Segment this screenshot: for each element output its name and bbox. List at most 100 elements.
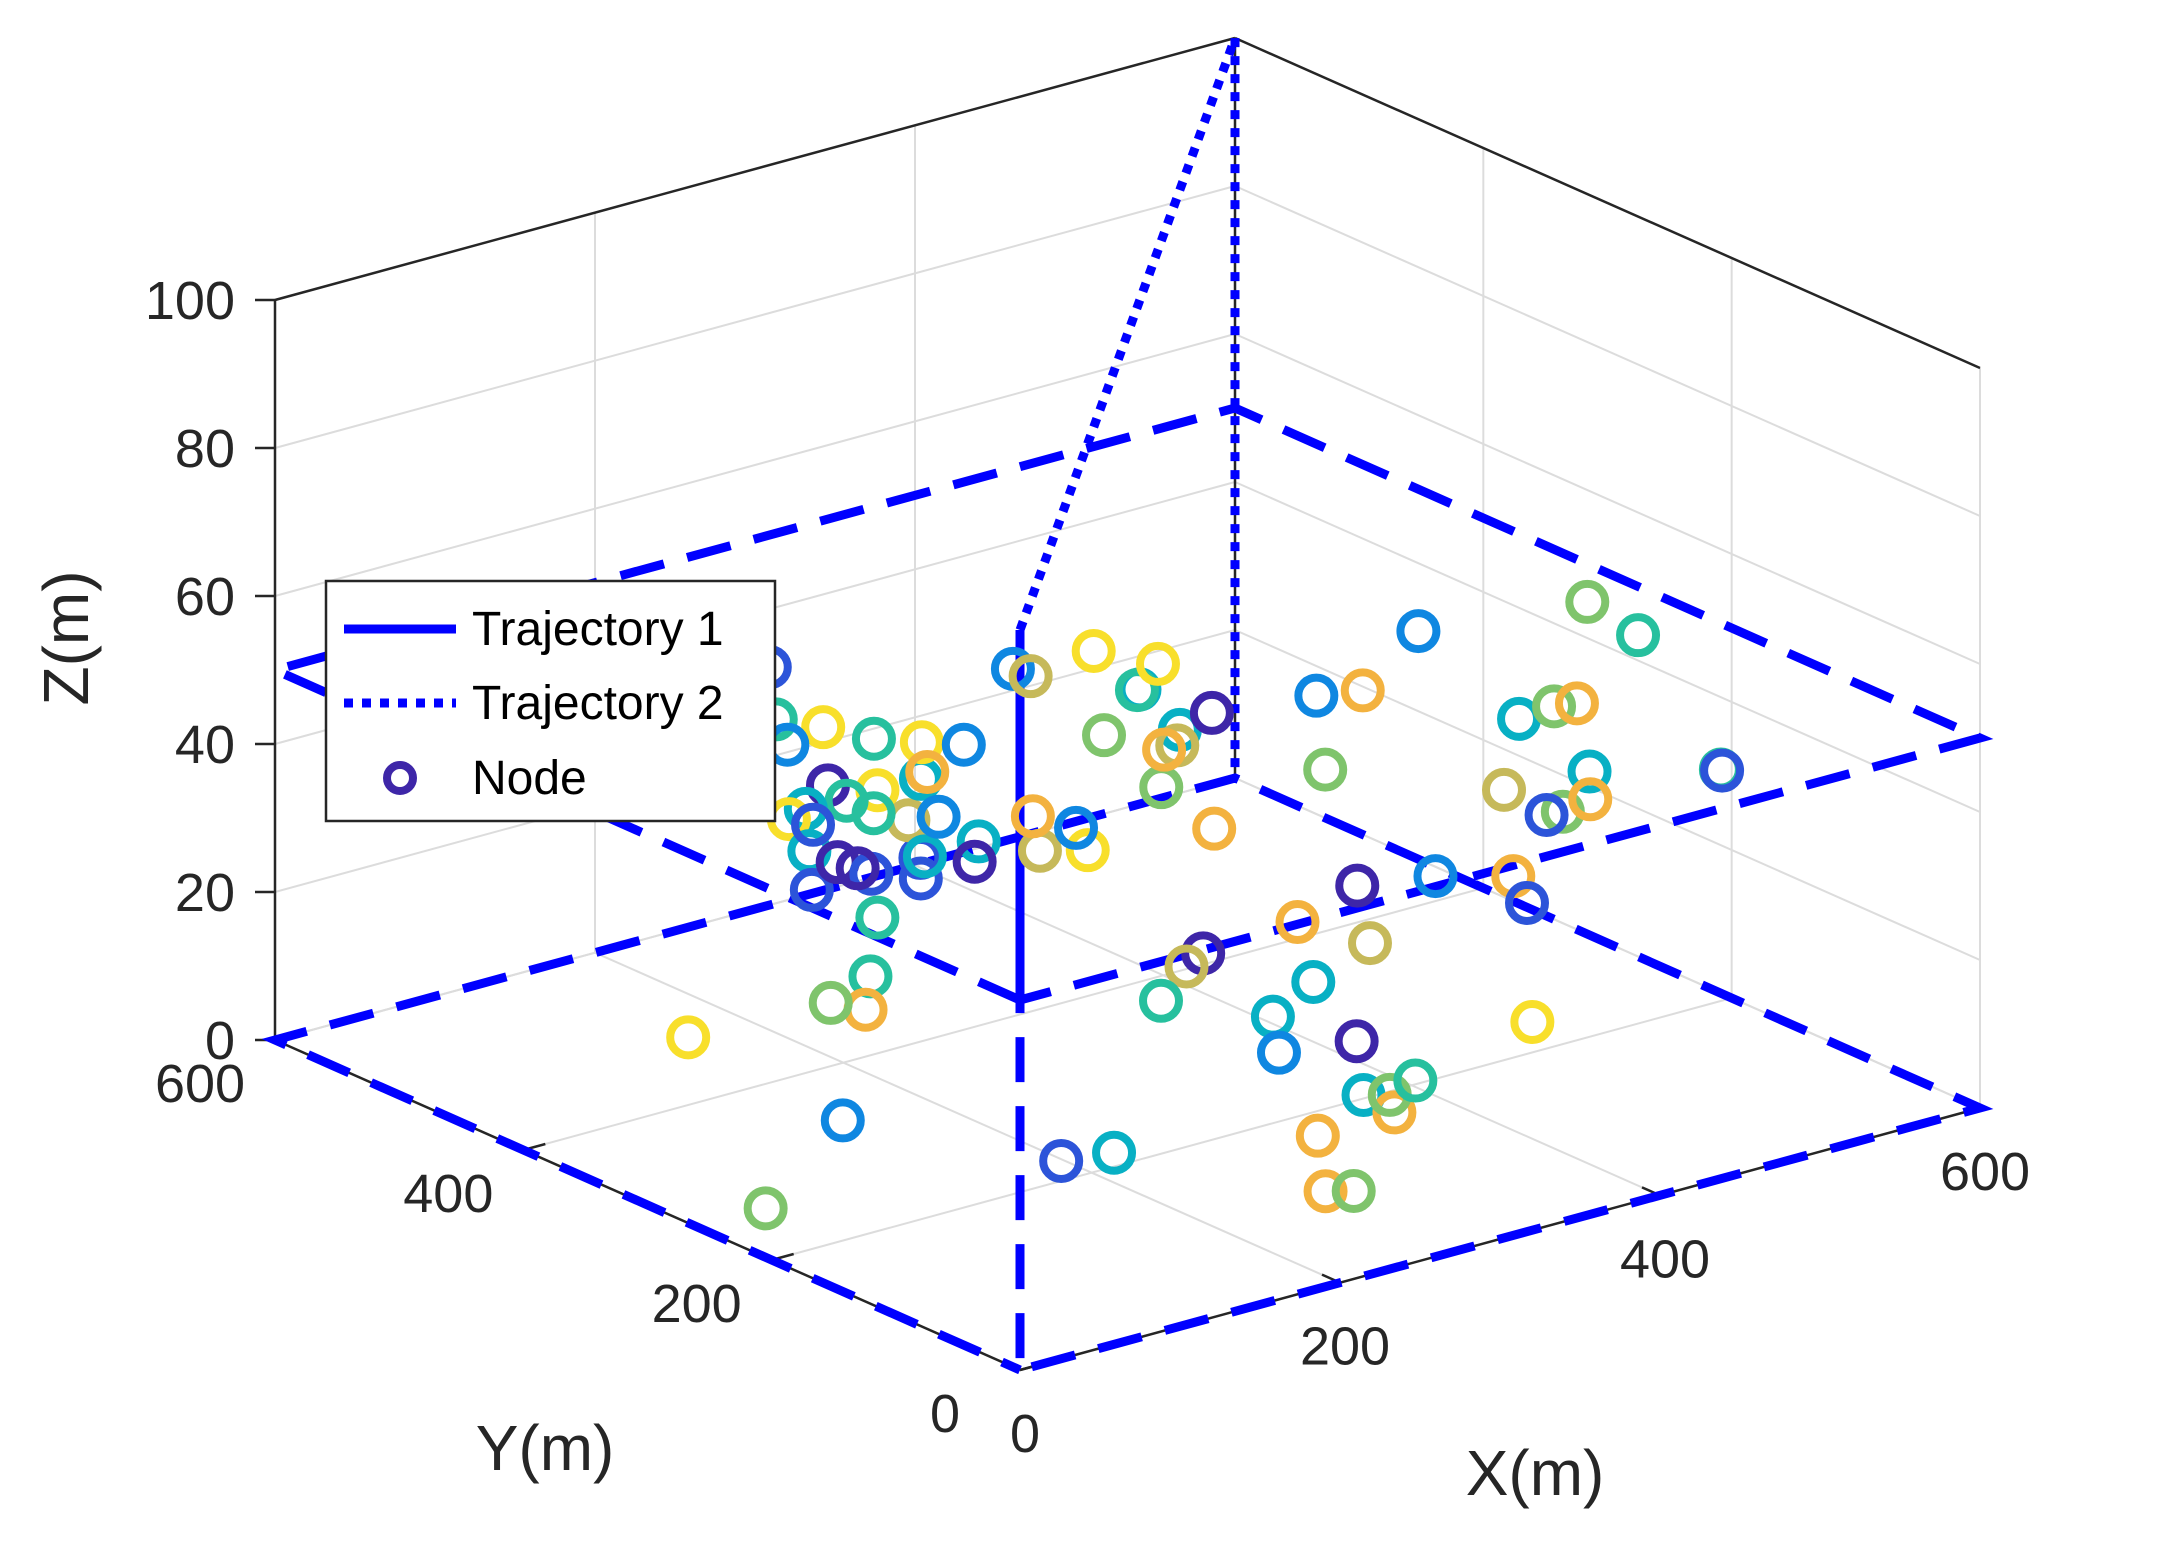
node-marker bbox=[1347, 921, 1392, 966]
trajectory-2-line bbox=[1015, 36, 1240, 778]
node-marker bbox=[1010, 794, 1055, 839]
node-marker bbox=[1256, 1030, 1301, 1075]
legend: Trajectory 1 Trajectory 2 Node bbox=[324, 579, 777, 823]
legend-swatch-node bbox=[383, 761, 417, 795]
node-marker bbox=[1294, 673, 1339, 718]
node-marker bbox=[905, 749, 950, 794]
axes-edge bbox=[1234, 36, 1981, 370]
grid-line-floor-y bbox=[771, 997, 1732, 1261]
node-marker bbox=[1616, 613, 1661, 658]
y-tick-label: 0 bbox=[930, 1384, 960, 1444]
node-marker bbox=[1497, 696, 1542, 741]
node-marker bbox=[1567, 749, 1612, 794]
grid-line-floor-y bbox=[523, 887, 1484, 1151]
y-tick-label: 600 bbox=[155, 1054, 245, 1114]
node-marker bbox=[1393, 1058, 1438, 1103]
node-markers bbox=[665, 579, 1745, 1231]
node-marker bbox=[1139, 978, 1184, 1023]
x-tick-label: 400 bbox=[1620, 1229, 1710, 1289]
node-marker bbox=[1295, 1113, 1340, 1158]
node-marker bbox=[902, 834, 947, 879]
z-tick-label: 40 bbox=[175, 715, 235, 775]
z-tick-label: 60 bbox=[175, 567, 235, 627]
grid-line-floor-x bbox=[594, 951, 1341, 1284]
node-marker bbox=[1250, 994, 1295, 1039]
node-marker bbox=[1505, 880, 1549, 925]
node-marker bbox=[1413, 854, 1458, 899]
x-tick-label: 0 bbox=[1010, 1404, 1040, 1464]
node-marker bbox=[1303, 1169, 1348, 1214]
y-tick-label: 200 bbox=[652, 1274, 742, 1334]
node-marker bbox=[1510, 999, 1555, 1044]
node-marker bbox=[1340, 668, 1385, 713]
node-marker bbox=[801, 705, 846, 750]
node-marker bbox=[1008, 654, 1053, 699]
node-marker bbox=[1396, 609, 1441, 654]
node-marker bbox=[835, 846, 880, 891]
node-marker bbox=[1092, 1130, 1137, 1175]
node-marker bbox=[1142, 727, 1187, 772]
grid-line-side-z bbox=[1234, 185, 1981, 517]
node-marker bbox=[1532, 684, 1577, 729]
grid-line-wall-z bbox=[274, 333, 1236, 597]
legend-label-node: Node bbox=[472, 752, 587, 805]
axes-edge bbox=[274, 36, 1236, 302]
node-marker bbox=[1524, 792, 1569, 837]
x-axis-label: X(m) bbox=[1466, 1437, 1605, 1509]
node-marker bbox=[1164, 944, 1209, 989]
legend-label-trajectory-2: Trajectory 2 bbox=[472, 677, 724, 730]
x-tick-label: 600 bbox=[1940, 1142, 2030, 1202]
node-marker bbox=[952, 839, 997, 884]
y-axis-label: Y(m) bbox=[476, 1412, 615, 1484]
node-marker bbox=[666, 1015, 711, 1060]
grid-line-wall-z bbox=[274, 185, 1236, 449]
grid-line-side-z bbox=[1234, 333, 1981, 665]
node-marker bbox=[1568, 777, 1613, 822]
node-marker bbox=[808, 980, 853, 1025]
node-marker bbox=[824, 778, 869, 823]
node-marker bbox=[1192, 806, 1237, 851]
trajectory-1-line bbox=[261, 403, 1994, 1376]
z-tick-label: 80 bbox=[175, 419, 235, 479]
z-tick-label: 20 bbox=[175, 863, 235, 923]
node-marker bbox=[1334, 1019, 1379, 1064]
z-tick-label: 100 bbox=[145, 271, 235, 331]
node-marker bbox=[916, 794, 961, 839]
node-marker bbox=[789, 867, 834, 912]
node-marker bbox=[956, 819, 1001, 864]
node-marker bbox=[820, 1098, 865, 1143]
node-marker bbox=[791, 802, 836, 847]
node-marker bbox=[1017, 828, 1062, 873]
node-marker bbox=[1071, 628, 1116, 673]
node-marker bbox=[1039, 1138, 1084, 1183]
grid-line-side-z bbox=[1234, 481, 1981, 813]
node-marker bbox=[1114, 668, 1159, 713]
node-marker bbox=[1291, 959, 1336, 1004]
node-marker bbox=[1700, 748, 1745, 793]
trajectory-1-path bbox=[261, 403, 1994, 1376]
x-tick-label: 200 bbox=[1300, 1317, 1390, 1377]
z-tick-label: 0 bbox=[205, 1011, 235, 1071]
node-marker bbox=[898, 856, 943, 901]
node-marker bbox=[1565, 579, 1610, 624]
node-marker bbox=[1335, 863, 1380, 908]
y-tick-label: 400 bbox=[403, 1164, 493, 1224]
node-marker bbox=[941, 722, 986, 767]
node-marker bbox=[1554, 681, 1599, 726]
node-marker bbox=[1082, 713, 1127, 758]
node-marker bbox=[899, 720, 944, 765]
node-marker bbox=[1189, 690, 1234, 735]
node-marker bbox=[1331, 1168, 1376, 1213]
node-marker bbox=[1481, 767, 1526, 812]
node-marker bbox=[1054, 805, 1099, 850]
z-axis-label: Z(m) bbox=[30, 570, 102, 705]
node-marker bbox=[1303, 747, 1348, 792]
legend-label-trajectory-1: Trajectory 1 bbox=[472, 603, 724, 656]
node-marker bbox=[1135, 641, 1180, 686]
node-marker bbox=[743, 1186, 788, 1231]
node-marker bbox=[851, 716, 896, 761]
node-marker bbox=[855, 895, 900, 940]
node-marker bbox=[1372, 1090, 1417, 1135]
